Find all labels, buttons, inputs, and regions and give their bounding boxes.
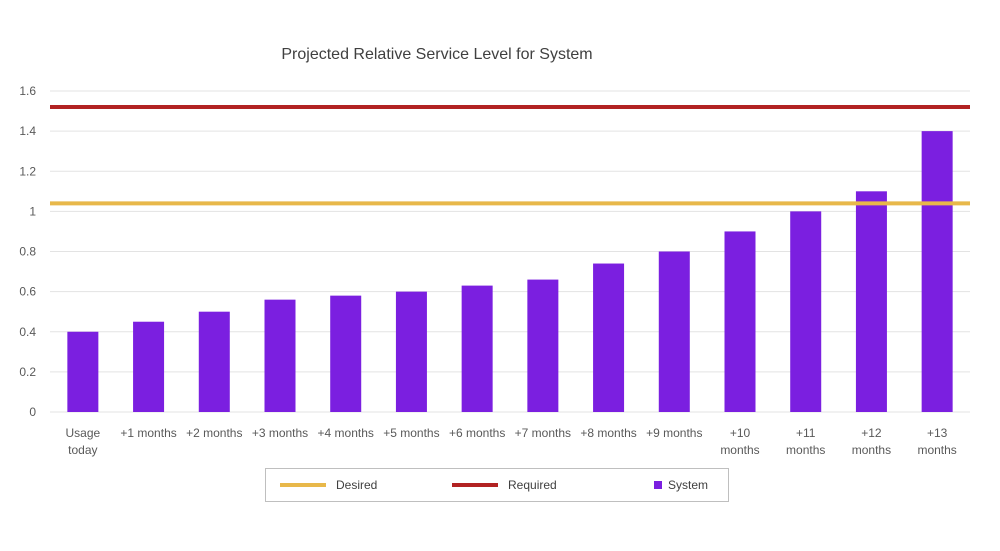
x-tick-label-line: +8 months: [580, 426, 636, 440]
bar-system: [855, 191, 887, 412]
x-tick-label-line: months: [720, 443, 759, 457]
x-tick-label: +10 months: [720, 426, 759, 457]
gridlines: [50, 90, 970, 413]
x-tick-label-line: +11: [796, 426, 816, 440]
chart-title: Projected Relative Service Level for Sys…: [281, 46, 593, 63]
y-tick-label: 0.6: [19, 285, 36, 299]
bar-system: [527, 279, 559, 412]
x-tick-label: +11 months: [786, 426, 825, 457]
x-tick-label: +2 months: [186, 426, 242, 440]
x-tick-label-line: +1 months: [120, 426, 176, 440]
legend-item-system: System: [654, 469, 708, 501]
x-tick-label-line: +4 months: [318, 426, 374, 440]
x-tick-label-line: +10: [730, 426, 751, 440]
bar-system: [67, 331, 99, 412]
x-tick-label: +3 months: [252, 426, 308, 440]
x-tick-label: +7 months: [515, 426, 571, 440]
bar-system: [461, 285, 493, 412]
bar-system: [724, 231, 756, 412]
y-tick-label: 0.8: [19, 245, 36, 259]
bar-system: [658, 251, 690, 412]
y-tick-label: 0.4: [19, 325, 36, 339]
x-tick-label: +4 months: [318, 426, 374, 440]
x-tick-label-line: +9 months: [646, 426, 702, 440]
y-tick-label: 1.6: [19, 84, 36, 98]
y-tick-label: 1.2: [19, 164, 36, 178]
legend-swatch-desired: [280, 483, 326, 487]
bar-system: [921, 131, 953, 412]
x-tick-label: +9 months: [646, 426, 702, 440]
x-tick-label-line: +5 months: [383, 426, 439, 440]
legend-swatch-system: [654, 481, 662, 489]
x-tick-label: +1 months: [120, 426, 176, 440]
bar-system: [330, 295, 362, 412]
x-tick-label-line: +6 months: [449, 426, 505, 440]
y-tick-label: 1.4: [19, 124, 36, 138]
y-tick-label: 0.2: [19, 365, 36, 379]
bars: [67, 131, 953, 412]
x-tick-label-line: months: [786, 443, 825, 457]
y-tick-label: 1: [29, 204, 36, 218]
x-tick-label: +13 months: [917, 426, 956, 457]
y-axis-labels: 0 0.2 0.4 0.6 0.8 1 1.2 1.4 1.6: [19, 84, 36, 419]
bar-system: [593, 263, 625, 412]
legend-item-desired: Desired: [280, 469, 377, 501]
bar-system: [790, 211, 822, 412]
x-tick-label-line: today: [68, 443, 97, 457]
legend: Desired Required System: [265, 468, 729, 502]
bar-system: [395, 291, 427, 412]
x-tick-label-line: months: [852, 443, 891, 457]
x-tick-label-line: +12: [861, 426, 882, 440]
x-tick-label-line: +3 months: [252, 426, 308, 440]
x-tick-label-line: +7 months: [515, 426, 571, 440]
x-tick-label-line: Usage: [66, 426, 101, 440]
x-tick-label: +12 months: [852, 426, 891, 457]
x-tick-label-line: +2 months: [186, 426, 242, 440]
bar-system: [198, 311, 230, 412]
legend-label-required: Required: [508, 478, 557, 492]
legend-swatch-required: [452, 483, 498, 487]
bar-system: [264, 299, 296, 412]
x-tick-label: +8 months: [580, 426, 636, 440]
legend-label-system: System: [668, 478, 709, 492]
x-tick-label: +5 months: [383, 426, 439, 440]
x-tick-label-line: months: [917, 443, 956, 457]
reference-lines: [50, 105, 970, 206]
x-tick-label: +6 months: [449, 426, 505, 440]
bar-system: [133, 321, 165, 412]
x-tick-label-line: +13: [927, 426, 948, 440]
x-axis-labels: Usage today +1 months +2 months +3 months +4 …: [66, 426, 957, 457]
legend-label-desired: Desired: [336, 478, 378, 492]
x-tick-label: Usage today: [66, 426, 101, 457]
legend-item-required: Required: [452, 469, 557, 501]
y-tick-label: 0: [29, 405, 36, 419]
